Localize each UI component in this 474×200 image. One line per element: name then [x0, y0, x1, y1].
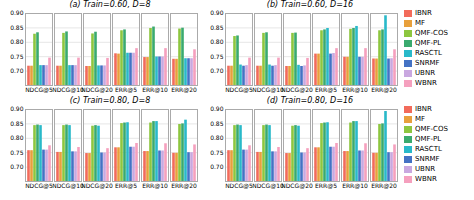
html-text:UBNR: UBNR	[415, 165, 435, 173]
svg-text:0.70: 0.70	[10, 163, 24, 170]
html-text:QMF-PL: QMF-PL	[415, 39, 442, 47]
html-text:(a) Train=0.60, D=8: (a) Train=0.60, D=8	[69, 0, 151, 9]
svg-text:0.75: 0.75	[210, 149, 224, 156]
svg-text:NDCG@5: NDCG@5	[225, 182, 253, 190]
svg-text:0.90: 0.90	[10, 10, 24, 16]
svg-text:NDCG@20: NDCG@20	[281, 182, 313, 190]
svg-text:0.75: 0.75	[210, 53, 224, 60]
html-text:(c) Train=0.80, D=8: (c) Train=0.80, D=8	[69, 96, 151, 105]
svg-text:NDCG@20: NDCG@20	[281, 86, 313, 94]
svg-text:0.85: 0.85	[210, 120, 224, 127]
svg-text:ERR@20: ERR@20	[371, 182, 397, 190]
svg-text:NDCG@10: NDCG@10	[252, 182, 284, 190]
html-text:QMF-COS: QMF-COS	[415, 125, 448, 133]
svg-text:0.80: 0.80	[210, 134, 224, 141]
svg-text:ERR@5: ERR@5	[315, 86, 337, 94]
svg-text:0.90: 0.90	[10, 106, 24, 112]
svg-text:0.80: 0.80	[10, 134, 24, 141]
svg-text:ERR@20: ERR@20	[171, 86, 197, 94]
svg-text:NDCG@5: NDCG@5	[25, 182, 53, 190]
svg-text:0.75: 0.75	[10, 149, 24, 156]
html-text:MF: MF	[415, 115, 426, 123]
svg-text:0.70: 0.70	[10, 67, 24, 74]
html-text:IBNR: IBNR	[415, 105, 432, 113]
svg-text:ERR@5: ERR@5	[115, 86, 137, 94]
html-text:QMF-PL: QMF-PL	[415, 135, 442, 143]
svg-text:0.85: 0.85	[10, 120, 24, 127]
html-text:WBNR: WBNR	[415, 79, 437, 87]
svg-text:0.70: 0.70	[210, 67, 224, 74]
html-text:MF: MF	[415, 19, 426, 27]
svg-text:NDCG@20: NDCG@20	[81, 182, 113, 190]
html-text:RASCTL: RASCTL	[415, 145, 442, 153]
svg-text:NDCG@20: NDCG@20	[81, 86, 113, 94]
html-text:UBNR: UBNR	[415, 69, 435, 77]
svg-text:ERR@10: ERR@10	[342, 182, 368, 190]
svg-text:NDCG@5: NDCG@5	[25, 86, 53, 94]
svg-text:0.75: 0.75	[10, 53, 24, 60]
svg-text:NDCG@10: NDCG@10	[252, 86, 284, 94]
svg-text:0.85: 0.85	[10, 24, 24, 31]
svg-text:ERR@10: ERR@10	[142, 86, 168, 94]
svg-text:0.80: 0.80	[10, 38, 24, 45]
svg-text:0.80: 0.80	[210, 38, 224, 45]
html-text:SNRMF: SNRMF	[415, 155, 440, 163]
svg-text:ERR@5: ERR@5	[115, 182, 137, 190]
html-text:QMF-COS: QMF-COS	[415, 29, 448, 37]
svg-text:ERR@10: ERR@10	[142, 182, 168, 190]
svg-text:NDCG@10: NDCG@10	[52, 86, 84, 94]
svg-text:ERR@10: ERR@10	[342, 86, 368, 94]
svg-text:0.90: 0.90	[210, 106, 224, 112]
svg-text:0.85: 0.85	[210, 24, 224, 31]
html-text:IBNR: IBNR	[415, 9, 432, 17]
html-text:WBNR: WBNR	[415, 175, 437, 183]
svg-text:NDCG@5: NDCG@5	[225, 86, 253, 94]
svg-text:0.70: 0.70	[210, 163, 224, 170]
html-text:RASCTL: RASCTL	[415, 49, 442, 57]
svg-text:0.90: 0.90	[210, 10, 224, 16]
svg-text:ERR@5: ERR@5	[315, 182, 337, 190]
html-text:(d) Train=0.80, D=16: (d) Train=0.80, D=16	[266, 96, 354, 105]
html-text:(b) Train=0.60, D=16: (b) Train=0.60, D=16	[266, 0, 354, 9]
svg-text:ERR@20: ERR@20	[171, 182, 197, 190]
svg-text:NDCG@10: NDCG@10	[52, 182, 84, 190]
html-text:SNRMF: SNRMF	[415, 59, 440, 67]
svg-text:ERR@20: ERR@20	[371, 86, 397, 94]
